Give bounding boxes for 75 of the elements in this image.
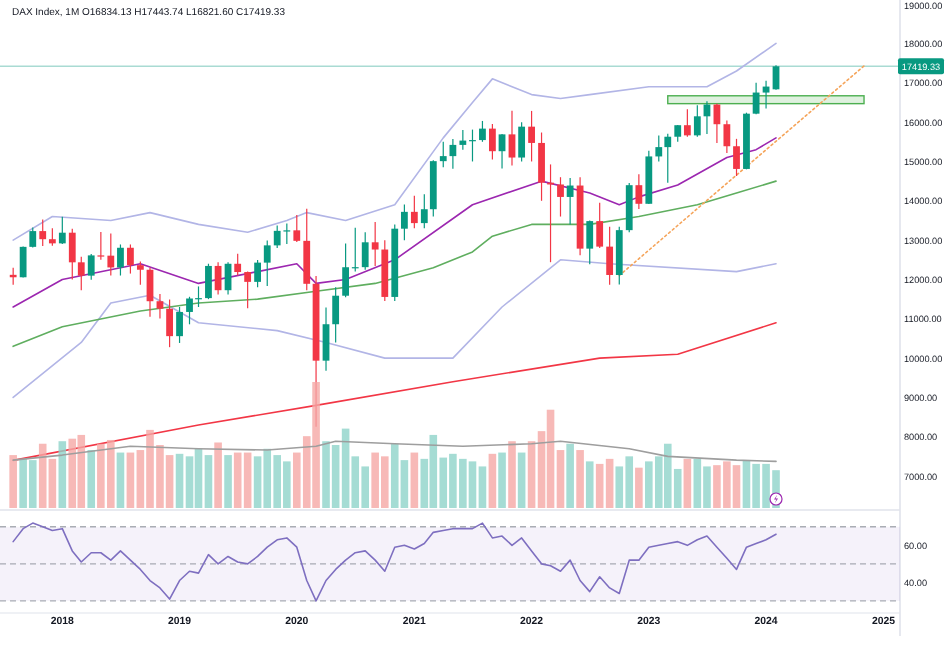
candlestick bbox=[263, 239, 271, 287]
candlestick bbox=[518, 121, 526, 163]
candlestick bbox=[635, 173, 643, 210]
bar bbox=[566, 443, 574, 508]
candlestick bbox=[479, 120, 486, 143]
bar bbox=[87, 450, 96, 508]
candlestick bbox=[439, 141, 447, 168]
candlestick bbox=[186, 296, 193, 325]
line-series bbox=[12, 522, 777, 602]
candlestick bbox=[664, 133, 672, 184]
candlestick bbox=[400, 204, 408, 241]
bar bbox=[576, 450, 584, 508]
bar bbox=[9, 455, 17, 508]
candlestick bbox=[410, 195, 418, 229]
candlestick bbox=[459, 129, 467, 151]
candlestick bbox=[361, 231, 369, 271]
candlestick bbox=[489, 123, 496, 161]
candlestick bbox=[87, 253, 95, 281]
candlestick bbox=[693, 104, 701, 138]
bar bbox=[635, 467, 643, 508]
candlestick bbox=[420, 193, 428, 229]
candlestick bbox=[615, 226, 623, 286]
candlestick bbox=[234, 253, 242, 277]
candlestick bbox=[655, 134, 663, 163]
bar bbox=[517, 452, 526, 508]
line-series bbox=[12, 137, 777, 308]
candlestick bbox=[332, 286, 340, 343]
candlestick bbox=[733, 138, 740, 177]
candlestick bbox=[586, 219, 594, 265]
bar bbox=[508, 441, 516, 508]
candlestick bbox=[528, 110, 535, 163]
candlestick bbox=[293, 214, 301, 243]
candlestick bbox=[596, 202, 604, 249]
bar bbox=[498, 452, 506, 508]
candlestick bbox=[557, 176, 564, 218]
bar bbox=[585, 461, 594, 508]
bar bbox=[116, 452, 125, 508]
candlestick bbox=[683, 108, 691, 138]
candlestick bbox=[625, 182, 633, 233]
candlestick bbox=[566, 177, 574, 225]
candlestick bbox=[645, 150, 653, 205]
candlestick bbox=[39, 218, 47, 247]
candlestick bbox=[127, 243, 134, 275]
bar bbox=[214, 442, 222, 508]
candlestick bbox=[723, 119, 731, 154]
candlestick bbox=[156, 293, 164, 320]
line-series bbox=[12, 180, 777, 348]
candlestick bbox=[538, 131, 545, 202]
candlestick bbox=[244, 271, 252, 309]
bar bbox=[224, 455, 232, 508]
candlestick bbox=[117, 243, 124, 277]
bar bbox=[68, 438, 77, 508]
bar bbox=[410, 452, 419, 508]
candlestick bbox=[58, 216, 66, 245]
candlestick bbox=[176, 306, 183, 344]
bar bbox=[683, 458, 692, 508]
candlestick bbox=[205, 263, 212, 300]
candlestick bbox=[508, 110, 516, 166]
candlestick bbox=[371, 221, 379, 267]
candlestick bbox=[381, 239, 389, 302]
bar bbox=[58, 441, 67, 508]
candlestick bbox=[322, 306, 330, 372]
line-series bbox=[12, 42, 777, 241]
candlestick bbox=[136, 260, 144, 286]
candlestick bbox=[449, 138, 457, 170]
candlestick bbox=[77, 256, 85, 291]
candlestick bbox=[68, 228, 76, 281]
candlestick bbox=[19, 245, 27, 279]
candlestick bbox=[166, 298, 173, 348]
candlestick bbox=[303, 208, 311, 291]
candlestick bbox=[29, 226, 37, 249]
bar bbox=[488, 453, 497, 508]
candlestick bbox=[752, 82, 760, 115]
candlestick bbox=[254, 259, 261, 288]
candlestick bbox=[606, 226, 614, 286]
